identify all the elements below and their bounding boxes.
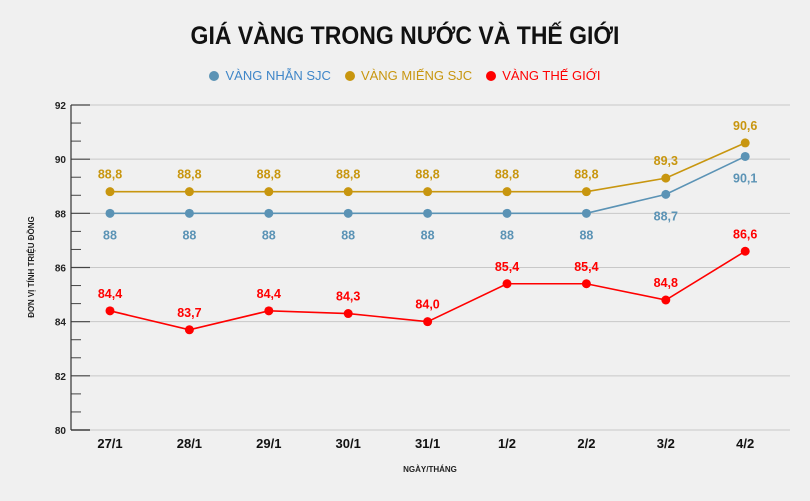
x-tick-label: 4/2 [736, 436, 754, 451]
data-point [740, 246, 750, 256]
data-label: 86,6 [733, 227, 757, 241]
chart-title: GIÁ VÀNG TRONG NƯỚC VÀ THẾ GIỚI [190, 22, 620, 50]
y-tick-label: 86 [55, 264, 67, 275]
x-tick-label: 2/2 [577, 436, 595, 451]
data-label: 88 [500, 228, 514, 242]
data-point [502, 208, 512, 218]
data-point [264, 208, 274, 218]
data-point [502, 187, 512, 197]
data-point [184, 325, 194, 335]
legend: VÀNG NHẪN SJC VÀNG MIẾNG SJC VÀNG THẾ GIỚI [0, 68, 810, 83]
data-label: 88 [103, 228, 117, 242]
data-label: 88 [262, 228, 276, 242]
y-tick-label: 88 [55, 209, 67, 220]
legend-marker [486, 70, 497, 81]
data-point [661, 295, 671, 305]
data-label: 88,8 [336, 168, 360, 182]
series-line [110, 155, 746, 215]
x-tick-label: 1/2 [498, 436, 516, 451]
data-point [343, 208, 353, 218]
data-label: 84,8 [654, 276, 678, 290]
data-label: 88,8 [574, 168, 598, 182]
data-label: 84,3 [336, 290, 360, 304]
data-point [184, 208, 194, 218]
data-label: 90,1 [733, 171, 757, 185]
legend-label: VÀNG THẾ GIỚI [502, 68, 601, 83]
data-label: 83,7 [177, 306, 201, 320]
data-label: 88,7 [654, 209, 678, 223]
x-tick-label: 28/1 [177, 436, 202, 451]
data-point [423, 317, 433, 327]
data-label: 88 [421, 228, 435, 242]
data-label: 84,0 [415, 298, 439, 312]
data-point [105, 208, 115, 218]
legend-label: VÀNG NHẪN SJC [225, 68, 331, 83]
legend-item: VÀNG MIẾNG SJC [344, 68, 473, 83]
data-label: 84,4 [257, 287, 281, 301]
y-tick-label: 84 [55, 318, 67, 329]
data-label: 88,8 [98, 168, 122, 182]
legend-label: VÀNG MIẾNG SJC [360, 68, 473, 83]
data-label: 88,8 [415, 168, 439, 182]
x-tick-label: 31/1 [415, 436, 440, 451]
data-point [740, 151, 750, 161]
data-point [264, 187, 274, 197]
x-axis-label: NGÀY/THÁNG [403, 465, 457, 474]
data-point [581, 187, 591, 197]
y-tick-label: 80 [55, 426, 67, 437]
data-label: 88 [341, 228, 355, 242]
data-point [184, 187, 194, 197]
data-label: 85,4 [574, 260, 598, 274]
y-axis-label: ĐƠN VỊ TÍNH TRIỆU ĐỒNG [26, 216, 36, 318]
data-label: 90,6 [733, 119, 757, 133]
data-point [661, 189, 671, 199]
y-tick-label: 90 [55, 155, 67, 166]
data-label: 89,3 [654, 154, 678, 168]
legend-item: VÀNG NHẪN SJC [209, 68, 331, 83]
data-point [661, 173, 671, 183]
data-point [105, 187, 115, 197]
data-point [740, 138, 750, 148]
x-tick-label: 27/1 [97, 436, 122, 451]
data-label: 88 [182, 228, 196, 242]
data-point [264, 306, 274, 316]
y-tick-label: 82 [55, 372, 67, 383]
data-label: 84,4 [98, 287, 122, 301]
data-point [502, 279, 512, 289]
data-label: 88,8 [257, 168, 281, 182]
data-point [343, 309, 353, 319]
data-point [581, 279, 591, 289]
x-tick-label: 30/1 [336, 436, 361, 451]
legend-item: VÀNG THẾ GIỚI [486, 68, 601, 83]
data-label: 85,4 [495, 260, 519, 274]
legend-marker [209, 70, 220, 81]
data-label: 88,8 [177, 168, 201, 182]
data-point [581, 208, 591, 218]
data-point [423, 208, 433, 218]
legend-marker [344, 70, 355, 81]
x-tick-label: 3/2 [657, 436, 675, 451]
data-point [423, 187, 433, 197]
x-tick-label: 29/1 [256, 436, 281, 451]
data-label: 88,8 [495, 168, 519, 182]
data-point [105, 306, 115, 316]
data-label: 88 [579, 228, 593, 242]
y-tick-label: 92 [55, 101, 67, 112]
data-point [343, 187, 353, 197]
